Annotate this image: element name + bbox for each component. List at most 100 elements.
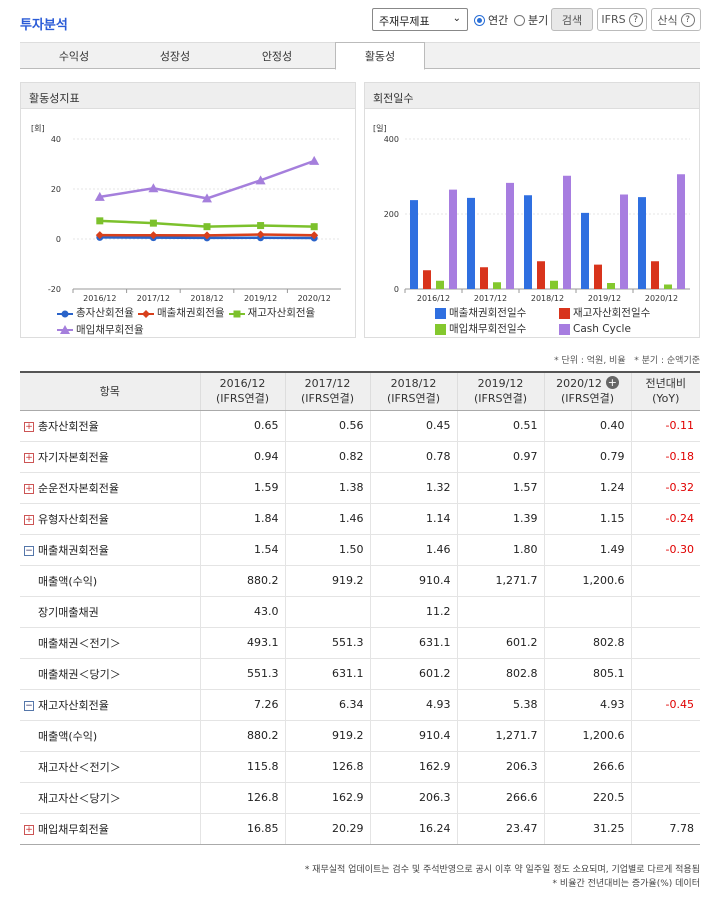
expand-icon[interactable]: + [24, 483, 34, 494]
data-point[interactable] [203, 231, 211, 240]
value-cell: -0.45 [630, 689, 700, 721]
header-bar: 투자분석 주재무제표 ⌄ 연간 분기 검색 IFRS? 산식? [0, 0, 708, 38]
value-cell: -0.11 [630, 410, 700, 442]
panel-title: 회전일수 [365, 83, 699, 109]
row-label-cell[interactable]: + 자기자본회전율 [20, 441, 200, 473]
expand-icon[interactable]: + [24, 421, 34, 432]
column-header: 2016/12 (IFRS연결) [199, 371, 285, 411]
bar[interactable] [506, 182, 514, 289]
annual-radio[interactable]: 연간 [474, 12, 508, 28]
data-point[interactable] [257, 222, 265, 230]
ifrs-help-button[interactable]: IFRS? [597, 8, 647, 31]
data-point[interactable] [256, 230, 265, 239]
value-cell: 1.14 [369, 503, 457, 535]
legend-item[interactable]: 재고자산회전일수 [559, 307, 679, 320]
bar[interactable] [467, 197, 475, 289]
data-point[interactable] [96, 217, 104, 225]
legend-item[interactable]: 재고자산회전율 [228, 307, 316, 320]
header-line-1: 2020/12 [556, 377, 602, 391]
data-point[interactable] [310, 223, 318, 231]
bar[interactable] [493, 282, 501, 289]
data-point[interactable] [309, 155, 320, 165]
bar[interactable] [550, 280, 558, 289]
column-header: 2020/12 + (IFRS연결) [543, 371, 631, 411]
statement-type-select[interactable]: 주재무제표 ⌄ [372, 8, 468, 31]
value-cell: 1.84 [199, 503, 285, 535]
bar[interactable] [563, 175, 571, 289]
formula-help-button[interactable]: 산식? [651, 8, 701, 31]
bar[interactable] [638, 197, 646, 289]
bar[interactable] [537, 261, 545, 289]
row-label-cell[interactable]: − 매출채권회전율 [20, 534, 200, 566]
plus-circle-icon[interactable]: + [605, 376, 619, 390]
data-point[interactable] [149, 231, 158, 240]
bar[interactable] [449, 189, 457, 289]
tab-activity[interactable]: 활동성 [335, 42, 425, 70]
value-cell: 126.8 [284, 751, 370, 783]
activity-table: 항목 2016/12 (IFRS연결) 2017/12 (IFRS연결) 2018/12(… [20, 371, 700, 845]
value-cell: 20.29 [284, 813, 370, 845]
x-tick-label: 2019/12 [244, 294, 277, 303]
legend-item[interactable]: Cash Cycle [559, 323, 679, 336]
legend-label: 재고자산회전율 [247, 307, 316, 319]
data-point[interactable] [310, 231, 319, 240]
row-label-cell[interactable]: + 유형자산회전율 [20, 503, 200, 535]
value-cell: 1.15 [543, 503, 631, 535]
expand-icon[interactable]: + [24, 452, 34, 463]
data-point[interactable] [203, 223, 211, 231]
expand-icon[interactable]: + [24, 514, 34, 525]
data-point[interactable] [202, 193, 212, 203]
bar[interactable] [677, 174, 685, 289]
legend-label: 총자산회전율 [76, 307, 134, 319]
value-cell: 1.57 [456, 472, 544, 504]
x-tick-label: 2017/12 [474, 294, 507, 303]
data-point[interactable] [95, 231, 104, 240]
search-button[interactable]: 검색 [551, 8, 593, 31]
row-label-cell[interactable]: + 매입채무회전율 [20, 813, 200, 845]
tab-stability[interactable]: 안정성 [261, 50, 293, 63]
legend-item[interactable]: 매출채권회전일수 [435, 307, 555, 320]
row-label-cell[interactable]: − 재고자산회전율 [20, 689, 200, 721]
tab-growth[interactable]: 성장성 [159, 50, 191, 63]
row-label-cell: 매출채권＜전기＞ [20, 627, 200, 659]
quarter-radio[interactable]: 분기 [514, 12, 548, 28]
row-label-cell[interactable]: + 순운전자본회전율 [20, 472, 200, 504]
header-line-1: 2018/12 [390, 377, 437, 391]
data-point[interactable] [94, 191, 105, 201]
legend-item[interactable]: 매입채무회전일수 [435, 323, 555, 336]
legend-item[interactable]: 매출채권회전율 [137, 307, 225, 320]
value-cell: 551.3 [199, 658, 285, 690]
bar[interactable] [620, 194, 628, 290]
bar[interactable] [524, 195, 532, 289]
x-tick-label: 2018/12 [531, 294, 564, 303]
collapse-icon[interactable]: − [24, 545, 34, 556]
row-label-cell[interactable]: + 총자산회전율 [20, 410, 200, 442]
bar[interactable] [581, 212, 589, 289]
quarter-note: * 분기 : 순액기준 [634, 356, 700, 366]
value-cell [630, 596, 700, 628]
value-cell: -0.18 [630, 441, 700, 473]
collapse-icon[interactable]: − [24, 700, 34, 711]
value-cell: 880.2 [199, 720, 285, 752]
formula-label: 산식 [657, 13, 678, 27]
tab-profitability[interactable]: 수익성 [58, 50, 90, 63]
unit-notes: * 단위 : 억원, 비율 * 분기 : 순액기준 [554, 353, 700, 366]
radio-selected-icon [474, 14, 485, 26]
bar[interactable] [423, 270, 431, 289]
legend-item[interactable]: 매입채무회전율 [57, 324, 144, 337]
data-point[interactable] [148, 183, 159, 193]
bar[interactable] [651, 261, 659, 289]
bar[interactable] [607, 283, 615, 289]
legend-item[interactable]: 총자산회전율 [57, 307, 134, 320]
row-label: 매출채권＜전기＞ [38, 636, 121, 650]
bar[interactable] [410, 200, 418, 289]
expand-icon[interactable]: + [24, 824, 34, 835]
bar[interactable] [594, 264, 602, 289]
data-point[interactable] [149, 219, 157, 227]
table-row: + 총자산회전율 0.65 0.56 0.45 0.51 0.40 -0.11 [20, 410, 700, 442]
bar[interactable] [480, 267, 488, 289]
bar[interactable] [664, 284, 672, 290]
data-point[interactable] [255, 175, 266, 185]
bar[interactable] [436, 280, 444, 289]
